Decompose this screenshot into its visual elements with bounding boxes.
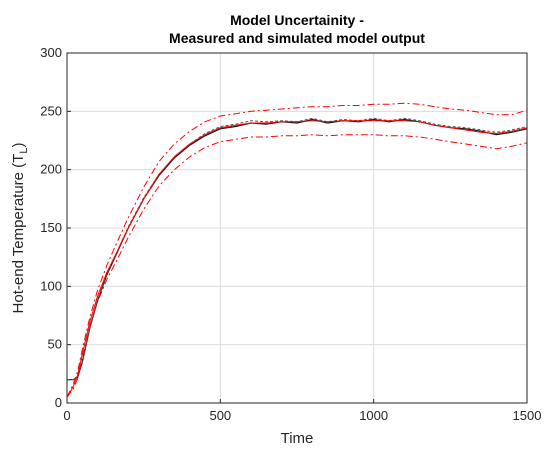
x-tick-label: 1500 [513, 408, 542, 423]
y-tick-label: 300 [40, 45, 62, 60]
y-tick-label: 0 [55, 395, 62, 410]
x-axis-title: Time [281, 430, 314, 447]
series-line-solid-red-2 [66, 120, 528, 398]
series-line-dashdot-red-4 [66, 134, 528, 398]
y-tick-labels: 0 50 100 150 200 250 300 [40, 45, 71, 410]
grid-lines [67, 53, 527, 403]
y-axis-title: Hot-end Temperature (TL) [10, 143, 30, 314]
y-tick-label: 200 [40, 162, 62, 177]
y-tick-label: 50 [48, 337, 62, 352]
series-group [66, 102, 528, 398]
series-line-dashdot-red-3 [66, 102, 528, 398]
series-line-dashed-black-1 [67, 117, 528, 381]
x-tick-label: 500 [209, 408, 231, 423]
y-axis-title-subscript: L [18, 148, 30, 154]
y-tick-label: 250 [40, 103, 62, 118]
x-tick-label: 1000 [359, 408, 388, 423]
y-axis-title-end: ) [10, 143, 27, 148]
y-axis-title-main: Hot-end Temperature (T [10, 154, 27, 314]
chart-title-line-1: Model Uncertainity - [230, 12, 364, 28]
x-tick-label: 0 [63, 408, 70, 423]
y-tick-label: 100 [40, 278, 62, 293]
chart-title-line-2: Measured and simulated model output [169, 30, 425, 46]
y-tick-label: 150 [40, 220, 62, 235]
x-tick-labels: 0 500 1000 1500 [63, 399, 541, 423]
